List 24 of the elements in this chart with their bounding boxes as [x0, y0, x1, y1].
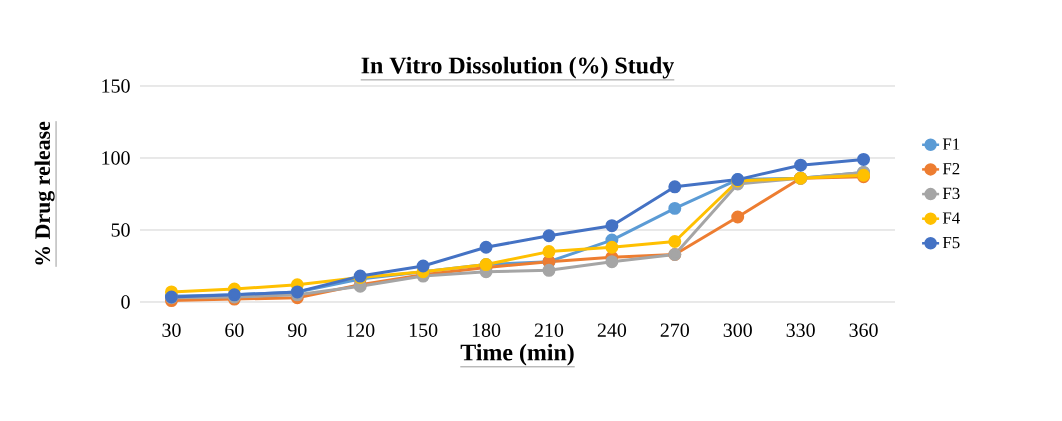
x-tick-label: 270: [660, 323, 689, 337]
chart-title: In Vitro Dissolution (%) Study: [361, 56, 675, 79]
x-tick-label: 210: [534, 323, 564, 337]
x-tick-label: 300: [723, 323, 752, 337]
x-tick-label: 180: [472, 323, 501, 337]
y-tick-label: 150: [102, 79, 130, 93]
y-axis-title: % Drug release: [34, 121, 55, 265]
x-tick-label: 30: [162, 323, 181, 337]
y-tick-label: 0: [121, 295, 130, 309]
legend-label: F2: [942, 163, 960, 175]
x-tick-label: 330: [786, 323, 815, 337]
y-tick-label: 50: [111, 223, 130, 237]
x-tick-label: 60: [225, 323, 244, 337]
x-tick-label: 120: [347, 323, 375, 337]
x-axis-title: Time (min): [460, 343, 574, 366]
legend-label: F4: [942, 212, 960, 224]
x-tick-label: 360: [849, 323, 878, 337]
legend-label: F3: [942, 187, 960, 200]
y-tick-label: 100: [102, 151, 130, 165]
x-tick-label: 150: [409, 323, 438, 337]
x-tick-label: 240: [597, 323, 627, 337]
legend-label: F1: [942, 138, 960, 150]
legend-label: F5: [942, 236, 960, 249]
x-tick-label: 90: [287, 323, 307, 337]
